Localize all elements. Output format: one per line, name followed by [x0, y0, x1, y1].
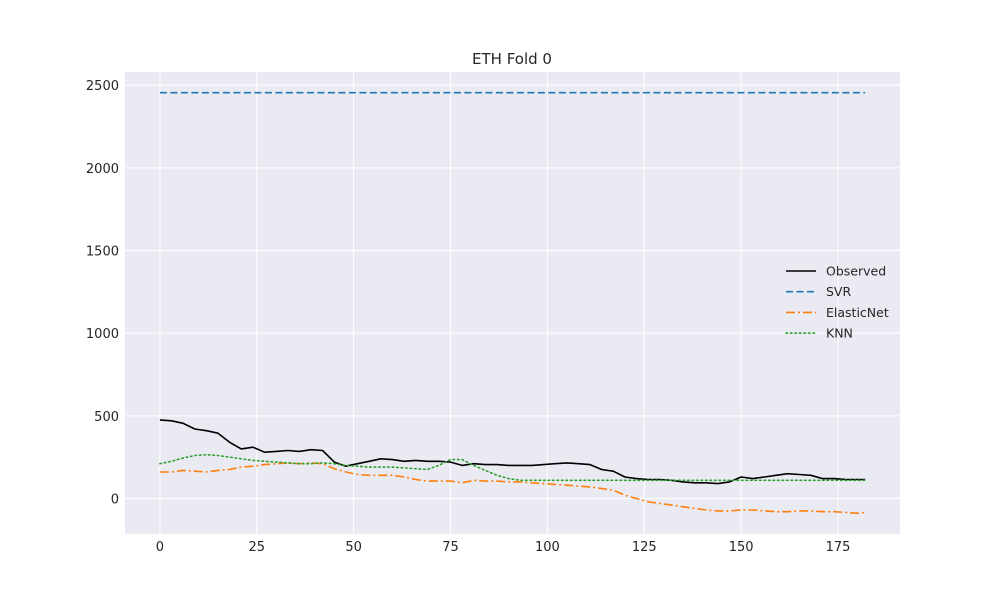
legend-label-svr: SVR: [826, 284, 851, 299]
x-tick-label: 50: [345, 540, 362, 555]
x-tick-label: 150: [729, 540, 754, 555]
y-tick-label: 2500: [86, 79, 119, 94]
legend-label-knn: KNN: [826, 326, 853, 341]
grid-lines: [125, 72, 900, 534]
y-tick-label: 2000: [86, 162, 119, 177]
tick-labels: 0 25 50 75 100 125 150 175 0 500 1000 1500 2000 2500: [86, 79, 851, 555]
series-line-observed: [159, 419, 866, 485]
x-tick-label: 175: [826, 540, 851, 555]
y-tick-label: 0: [111, 492, 119, 507]
plot-background: [125, 72, 900, 534]
legend-label-elasticnet: ElasticNet: [826, 305, 889, 320]
y-tick-label: 500: [94, 410, 119, 425]
y-tick-label: 1000: [86, 327, 119, 342]
x-tick-label: 75: [442, 540, 459, 555]
x-tick-label: 25: [248, 540, 265, 555]
x-tick-label: 125: [632, 540, 657, 555]
chart-title: ETH Fold 0: [472, 50, 552, 68]
x-tick-label: 100: [535, 540, 560, 555]
y-tick-label: 1500: [86, 245, 119, 260]
x-tick-label: 0: [156, 540, 164, 555]
series-line-elasticnet: [159, 462, 866, 515]
series-line-knn: [159, 453, 866, 482]
legend-label-observed: Observed: [826, 264, 886, 279]
series-lines: [159, 91, 866, 515]
legend: Observed SVR ElasticNet KNN: [785, 264, 889, 341]
